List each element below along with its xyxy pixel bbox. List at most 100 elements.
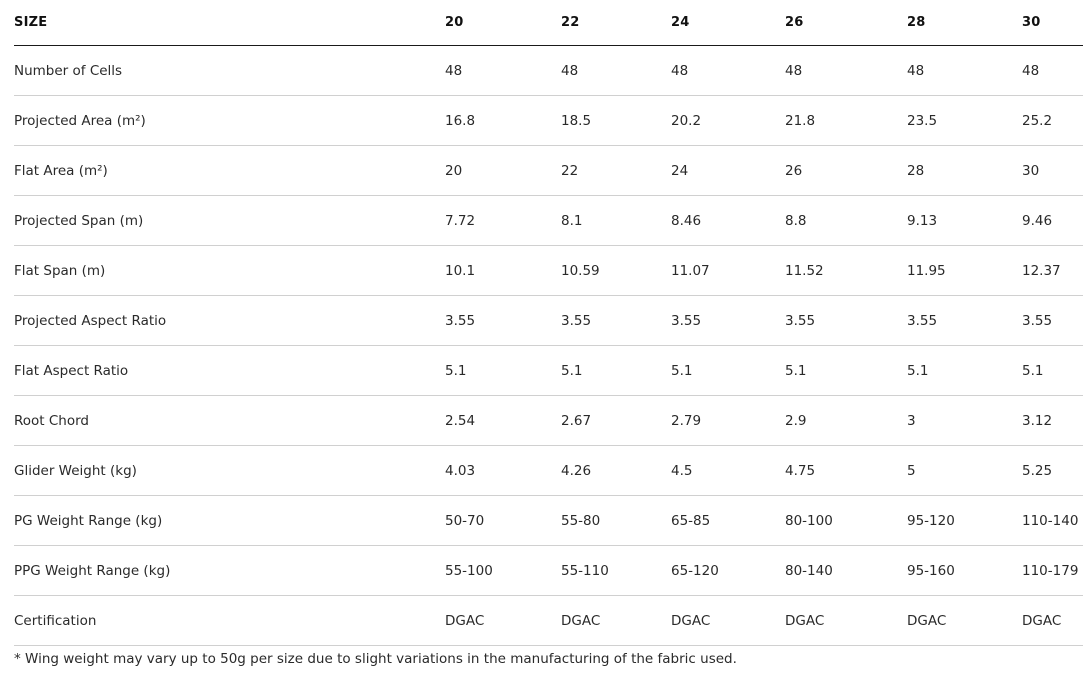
table-cell: 5.1 — [445, 345, 561, 396]
header-size-label: SIZE — [14, 0, 445, 46]
header-size-26: 26 — [785, 0, 907, 46]
table-cell: 30 — [1022, 145, 1083, 196]
table-row: PPG Weight Range (kg) 55-100 55-110 65-120 8… — [14, 545, 1083, 596]
table-cell: 95-120 — [907, 495, 1022, 546]
table-cell: 3.55 — [445, 295, 561, 346]
table-cell: 3.12 — [1022, 395, 1083, 446]
table-cell: DGAC — [671, 595, 785, 646]
table-row: Projected Span (m) 7.72 8.1 8.46 8.8 9.13 9.46 — [14, 195, 1083, 246]
table-cell: 65-120 — [671, 545, 785, 596]
table-cell: 80-140 — [785, 545, 907, 596]
table-cell: 55-80 — [561, 495, 671, 546]
table-cell: 48 — [561, 45, 671, 96]
table-row: Projected Aspect Ratio 3.55 3.55 3.55 3.55 3.… — [14, 295, 1083, 346]
table-row: Flat Aspect Ratio 5.1 5.1 5.1 5.1 5.1 5.1 — [14, 345, 1083, 396]
row-label: PPG Weight Range (kg) — [14, 545, 445, 596]
table-cell: 10.59 — [561, 245, 671, 296]
row-label: PG Weight Range (kg) — [14, 495, 445, 546]
header-size-22: 22 — [561, 0, 671, 46]
row-label: Projected Area (m²) — [14, 95, 445, 146]
row-label: Certification — [14, 595, 445, 646]
table-cell: 80-100 — [785, 495, 907, 546]
table-row: PG Weight Range (kg) 50-70 55-80 65-85 80-10… — [14, 495, 1083, 546]
table-cell: DGAC — [785, 595, 907, 646]
table-cell: 26 — [785, 145, 907, 196]
specifications-table: SIZE 20 22 24 26 28 30 Number of Cells 48… — [14, 0, 1083, 646]
table-cell: 8.1 — [561, 195, 671, 246]
row-label: Root Chord — [14, 395, 445, 446]
table-cell: 12.37 — [1022, 245, 1083, 296]
table-cell: 95-160 — [907, 545, 1022, 596]
table-cell: 10.1 — [445, 245, 561, 296]
table-row: Root Chord 2.54 2.67 2.79 2.9 3 3.12 — [14, 395, 1083, 446]
row-label: Glider Weight (kg) — [14, 445, 445, 496]
header-size-30: 30 — [1022, 0, 1083, 46]
row-label: Flat Span (m) — [14, 245, 445, 296]
table-cell: 55-100 — [445, 545, 561, 596]
table-cell: 3.55 — [671, 295, 785, 346]
table-cell: 2.54 — [445, 395, 561, 446]
table-cell: 4.26 — [561, 445, 671, 496]
table-cell: 3.55 — [785, 295, 907, 346]
table-cell: 8.8 — [785, 195, 907, 246]
table-cell: 16.8 — [445, 95, 561, 146]
table-row: Projected Area (m²) 16.8 18.5 20.2 21.8 23.5 2… — [14, 95, 1083, 146]
table-cell: 23.5 — [907, 95, 1022, 146]
table-cell: 55-110 — [561, 545, 671, 596]
table-body: Number of Cells 48 48 48 48 48 48 Projected Are… — [14, 45, 1083, 646]
table-cell: DGAC — [907, 595, 1022, 646]
table-cell: 110-140 — [1022, 495, 1083, 546]
row-label: Projected Aspect Ratio — [14, 295, 445, 346]
table-row: Certification DGAC DGAC DGAC DGAC DGAC DGAC — [14, 595, 1083, 646]
header-row: SIZE 20 22 24 26 28 30 — [14, 0, 1083, 46]
table-cell: 5.1 — [1022, 345, 1083, 396]
table-cell: 48 — [671, 45, 785, 96]
row-label: Projected Span (m) — [14, 195, 445, 246]
row-label: Flat Area (m²) — [14, 145, 445, 196]
table-row: Number of Cells 48 48 48 48 48 48 — [14, 45, 1083, 96]
header-size-28: 28 — [907, 0, 1022, 46]
table-row: Flat Area (m²) 20 22 24 26 28 30 — [14, 145, 1083, 196]
table-cell: 4.75 — [785, 445, 907, 496]
table-cell: 11.95 — [907, 245, 1022, 296]
table-cell: 7.72 — [445, 195, 561, 246]
table-cell: 25.2 — [1022, 95, 1083, 146]
table-row: Glider Weight (kg) 4.03 4.26 4.5 4.75 5 5.25 — [14, 445, 1083, 496]
table-cell: 50-70 — [445, 495, 561, 546]
table-cell: 5 — [907, 445, 1022, 496]
table-cell: 5.1 — [561, 345, 671, 396]
table-cell: 5.1 — [785, 345, 907, 396]
footnote: * Wing weight may vary up to 50g per siz… — [14, 651, 737, 667]
table-header: SIZE 20 22 24 26 28 30 — [14, 0, 1083, 46]
table-cell: 5.1 — [907, 345, 1022, 396]
table-cell: 65-85 — [671, 495, 785, 546]
table-cell: 20 — [445, 145, 561, 196]
table-cell: 21.8 — [785, 95, 907, 146]
table-cell: 48 — [445, 45, 561, 96]
table-cell: 3.55 — [561, 295, 671, 346]
table-cell: 9.46 — [1022, 195, 1083, 246]
table-row: Flat Span (m) 10.1 10.59 11.07 11.52 11.95 12.… — [14, 245, 1083, 296]
table-cell: 9.13 — [907, 195, 1022, 246]
table-cell: DGAC — [445, 595, 561, 646]
table-cell: 2.79 — [671, 395, 785, 446]
table-cell: 18.5 — [561, 95, 671, 146]
table-cell: 22 — [561, 145, 671, 196]
table-cell: DGAC — [561, 595, 671, 646]
table-cell: 48 — [1022, 45, 1083, 96]
table-cell: 28 — [907, 145, 1022, 196]
table-cell: 2.67 — [561, 395, 671, 446]
table-cell: 11.52 — [785, 245, 907, 296]
table-cell: DGAC — [1022, 595, 1083, 646]
header-size-24: 24 — [671, 0, 785, 46]
table-cell: 3.55 — [907, 295, 1022, 346]
table-cell: 20.2 — [671, 95, 785, 146]
table-cell: 48 — [907, 45, 1022, 96]
table-cell: 11.07 — [671, 245, 785, 296]
table-cell: 5.1 — [671, 345, 785, 396]
table-cell: 3.55 — [1022, 295, 1083, 346]
table-cell: 3 — [907, 395, 1022, 446]
table-cell: 4.5 — [671, 445, 785, 496]
row-label: Flat Aspect Ratio — [14, 345, 445, 396]
